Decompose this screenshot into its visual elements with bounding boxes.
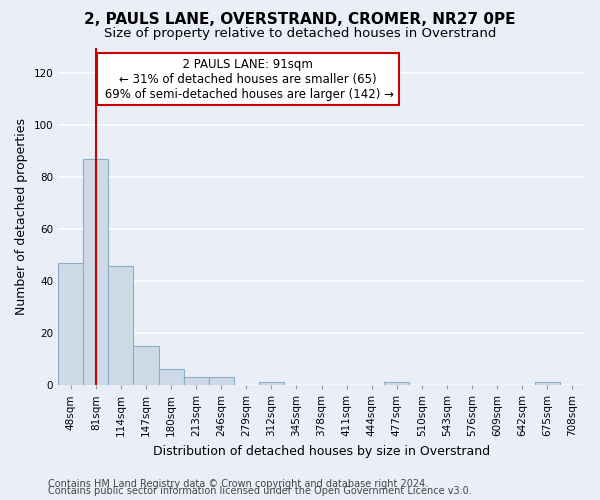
Text: 2 PAULS LANE: 91sqm  
← 31% of detached houses are smaller (65)
 69% of semi-det: 2 PAULS LANE: 91sqm ← 31% of detached ho… bbox=[101, 58, 394, 100]
Text: Size of property relative to detached houses in Overstrand: Size of property relative to detached ho… bbox=[104, 28, 496, 40]
Text: 2, PAULS LANE, OVERSTRAND, CROMER, NR27 0PE: 2, PAULS LANE, OVERSTRAND, CROMER, NR27 … bbox=[84, 12, 516, 28]
Y-axis label: Number of detached properties: Number of detached properties bbox=[15, 118, 28, 315]
Text: Contains public sector information licensed under the Open Government Licence v3: Contains public sector information licen… bbox=[48, 486, 472, 496]
Bar bbox=[133, 346, 158, 385]
Bar bbox=[259, 382, 284, 385]
Bar bbox=[158, 370, 184, 385]
Bar bbox=[184, 377, 209, 385]
Text: Contains HM Land Registry data © Crown copyright and database right 2024.: Contains HM Land Registry data © Crown c… bbox=[48, 479, 428, 489]
Bar bbox=[535, 382, 560, 385]
Bar bbox=[58, 263, 83, 385]
Bar bbox=[83, 159, 109, 385]
X-axis label: Distribution of detached houses by size in Overstrand: Distribution of detached houses by size … bbox=[153, 444, 490, 458]
Bar bbox=[209, 377, 234, 385]
Bar bbox=[109, 266, 133, 385]
Bar bbox=[385, 382, 409, 385]
